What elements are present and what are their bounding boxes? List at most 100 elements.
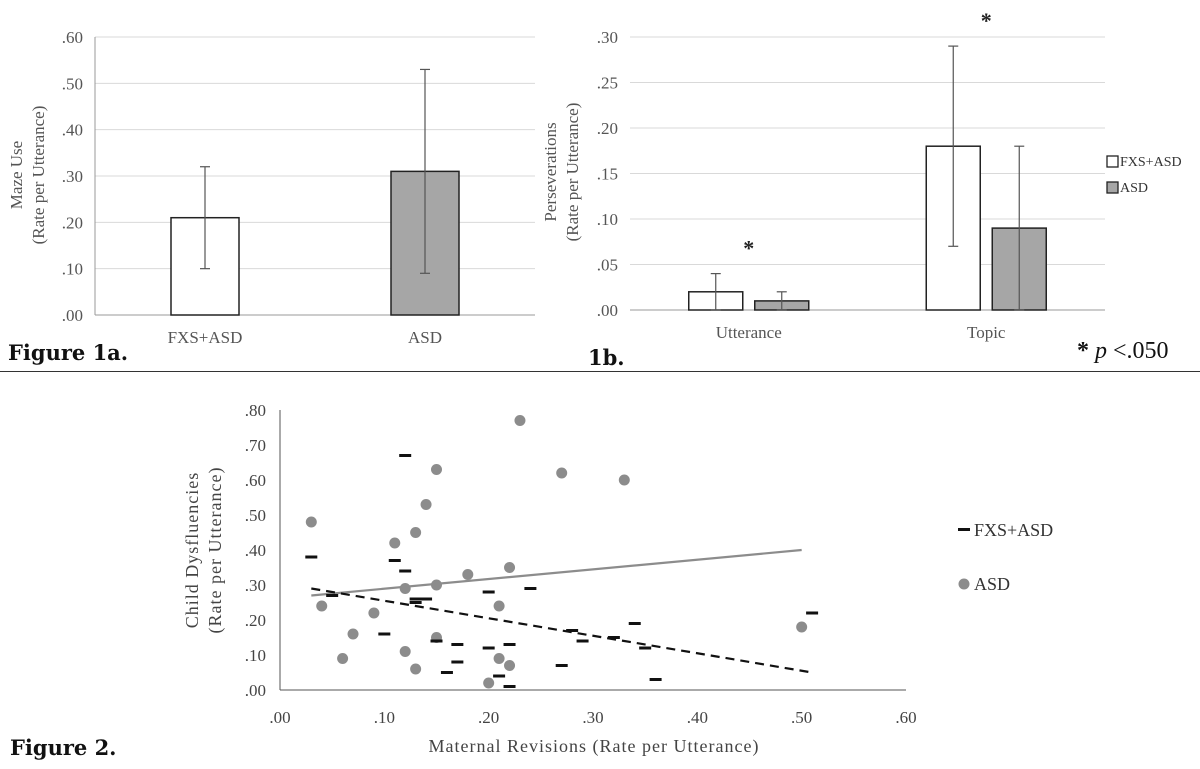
fig2-legend-asd-label: ASD xyxy=(974,574,1010,594)
fig2-asd-point xyxy=(493,600,505,612)
fig2-fxsasd-point xyxy=(482,590,495,594)
fig1a-ylabel-line1: Maze Use xyxy=(7,141,26,209)
fig2-fxsasd-point xyxy=(482,646,495,650)
fig2-asd-point xyxy=(796,621,808,633)
fig2-legend-fxsasd-label: FXS+ASD xyxy=(974,520,1053,540)
fig2-xtick-label: .40 xyxy=(687,708,708,727)
fig2-asd-point xyxy=(504,660,516,671)
fig2-ytick-label: .30 xyxy=(245,576,266,595)
chart-fig1a: Maze Use (Rate per Utterance) .00 .10 .20.… xyxy=(7,28,535,345)
fig2-asd-point xyxy=(618,474,630,486)
fig2-fxsasd-point xyxy=(409,597,422,601)
fig1b-ytick-label: .00 xyxy=(597,301,618,320)
fig2-fxsasd-point xyxy=(649,678,662,681)
fig2-asd-point xyxy=(462,569,474,580)
fig2-fxsasd-point xyxy=(576,639,589,643)
fig2-fxsasd-point xyxy=(378,632,391,636)
fig2-asd-point xyxy=(347,628,359,640)
fig1b-significance-star: * xyxy=(743,236,754,261)
fig2-fxsasd-point xyxy=(440,671,453,674)
figure-1a-label: Figure 1a. xyxy=(8,340,129,365)
fig2-asd-point xyxy=(410,527,422,538)
fig2-fxsasd-point xyxy=(639,646,652,650)
figure-1b-label: 1b. xyxy=(588,345,625,370)
fig2-asd-point xyxy=(410,663,422,675)
significance-note: * p <.050 xyxy=(1077,338,1169,365)
fig2-ytick-label: .80 xyxy=(245,401,266,420)
fig2-fxsasd-point xyxy=(399,454,412,457)
fig1b-legend-swatch xyxy=(1106,155,1119,168)
fig2-asd-point xyxy=(504,562,516,573)
fig2-fxsasd-point xyxy=(555,664,568,667)
fig2-asd-point xyxy=(431,579,442,591)
fig1a-ytick-label: .10 xyxy=(62,260,83,279)
fig1a-category-label: ASD xyxy=(408,328,442,345)
fig2-ytick-label: .10 xyxy=(245,646,266,665)
sig-note-p: p xyxy=(1095,338,1107,364)
fig2-xtick-label: .10 xyxy=(374,708,395,727)
fig1b-ylabel-line2: (Rate per Utterance) xyxy=(563,103,582,242)
fig2-xtick-label: .50 xyxy=(791,708,812,727)
fig1a-ylabel-line2: (Rate per Utterance) xyxy=(29,106,48,245)
fig2-asd-point xyxy=(431,464,442,475)
fig1b-ytick-label: .05 xyxy=(597,256,618,275)
fig2-fxsasd-point xyxy=(806,611,819,615)
fig1b-significance-star: * xyxy=(981,8,992,33)
fig2-asd-trendline xyxy=(311,548,802,597)
fig2-fxsasd-point xyxy=(305,555,318,559)
fig1a-ytick-label: .20 xyxy=(62,213,83,232)
fig2-legend-fxsasd-marker xyxy=(958,528,970,531)
fig2-fxsasd-point xyxy=(399,569,412,573)
fig2-fxsasd-point xyxy=(430,639,443,643)
fig2-asd-point xyxy=(556,467,568,479)
fig1b-ylabel-line1: Perseverations xyxy=(541,122,560,221)
fig2-xtick-label: .30 xyxy=(582,708,603,727)
fig2-fxsasd-point xyxy=(451,643,464,646)
fig2-asd-point xyxy=(514,415,526,426)
fig2-asd-point xyxy=(483,677,495,689)
fig2-asd-point xyxy=(337,653,349,664)
fig2-fxsasd-point xyxy=(503,685,516,688)
fig2-asd-point xyxy=(389,537,401,549)
chart-fig1b: Perseverations (Rate per Utterance) .00.… xyxy=(541,8,1182,342)
fig2-asd-point xyxy=(399,583,411,594)
fig1b-category-label: Utterance xyxy=(716,323,782,342)
fig2-asd-point xyxy=(305,516,317,528)
fig2-asd-point xyxy=(493,653,505,664)
fig2-fxsasd-point xyxy=(420,597,433,601)
fig2-ytick-label: .00 xyxy=(245,681,266,700)
figure-2-label: Figure 2. xyxy=(10,735,117,760)
fig1b-category-label: Topic xyxy=(967,323,1006,342)
fig1b-ytick-label: .15 xyxy=(597,165,618,184)
fig2-legend-asd-marker xyxy=(958,578,970,590)
fig1a-ytick-label: .00 xyxy=(62,306,83,325)
fig2-fxsasd-point xyxy=(628,622,641,625)
fig1b-ytick-label: .25 xyxy=(597,74,618,93)
fig2-asd-point xyxy=(399,646,411,657)
fig2-ytick-label: .40 xyxy=(245,541,266,560)
fig2-fxsasd-point xyxy=(503,643,516,646)
fig2-xtick-label: .00 xyxy=(269,708,290,727)
fig2-fxsasd-point xyxy=(607,636,620,639)
fig2-fxsasd-trendline xyxy=(311,587,813,674)
fig2-ytick-label: .60 xyxy=(245,471,266,490)
fig2-asd-point xyxy=(368,607,380,619)
fig1b-ytick-label: .10 xyxy=(597,210,618,229)
fig2-fxsasd-point xyxy=(388,559,401,562)
fig2-xtick-label: .20 xyxy=(478,708,499,727)
fig1b-legend-swatch xyxy=(1106,181,1119,194)
fig2-fxsasd-point xyxy=(326,594,339,597)
sig-note-star: * xyxy=(1077,338,1089,364)
fig2-asd-point xyxy=(420,499,432,510)
fig2-fxsasd-point xyxy=(566,629,579,632)
fig2-asd-point xyxy=(316,600,328,612)
figure-divider xyxy=(0,371,1200,372)
fig2-fxsasd-point xyxy=(524,587,537,590)
fig2-xlabel: Maternal Revisions (Rate per Utterance) xyxy=(429,736,760,757)
fig2-ytick-label: .20 xyxy=(245,611,266,630)
fig1a-ytick-label: .30 xyxy=(62,167,83,186)
fig2-ylabel-line1: Child Dysfluencies xyxy=(182,472,202,628)
fig1b-ytick-label: .30 xyxy=(597,28,618,47)
fig1b-legend-label: FXS+ASD xyxy=(1120,155,1182,170)
